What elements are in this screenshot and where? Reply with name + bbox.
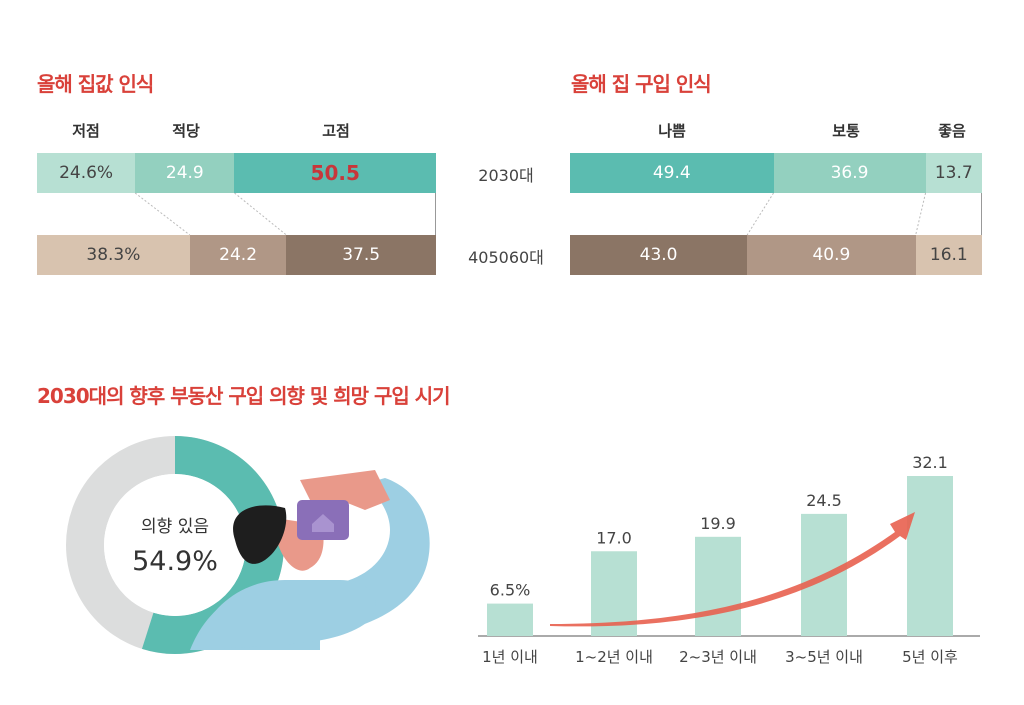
bar-segment-고점: 50.5 <box>234 153 436 193</box>
data-label: 17.0 <box>596 528 632 547</box>
trend-arrow-icon <box>550 512 915 627</box>
house-price-perception-title: 올해 집값 인식 <box>37 72 154 96</box>
tick-label: 3~5년 이내 <box>785 648 863 666</box>
donut-illustration: 의향 있음 54.9% <box>66 436 430 654</box>
person-illustration-icon <box>190 470 430 650</box>
bar-segment-보통: 40.9 <box>747 235 916 275</box>
header-fair: 적당 <box>172 122 200 140</box>
bar-segment-저점: 38.3% <box>37 235 190 275</box>
bar-segment-나쁨: 43.0 <box>570 235 748 275</box>
connector-line <box>915 192 927 236</box>
bar-segment-고점: 37.5 <box>286 235 436 275</box>
bar-segment-보통: 36.9 <box>773 153 926 193</box>
header-bad: 나쁨 <box>658 122 686 140</box>
donut-label: 의향 있음 <box>141 517 209 537</box>
bar <box>487 603 533 636</box>
purchase-intention-title: 2030대의 향후 부동산 구입 의향 및 희망 구입 시기 <box>37 384 451 408</box>
tick-label: 1년 이내 <box>482 648 538 666</box>
bar <box>695 536 741 636</box>
row-label-2030: 2030대 <box>478 166 534 185</box>
stacked-bar-price-2030: 24.6% 24.9 50.5 <box>37 153 436 193</box>
data-label: 32.1 <box>912 453 948 472</box>
bar-segment-좋음: 13.7 <box>925 153 982 193</box>
row-label-405060: 405060대 <box>468 248 544 267</box>
data-label: 24.5 <box>806 491 842 510</box>
bar <box>907 476 953 636</box>
header-normal: 보통 <box>832 122 860 140</box>
bar-segment-나쁨: 49.4 <box>570 153 774 193</box>
donut-center <box>104 474 246 616</box>
connector-lines <box>134 192 982 236</box>
purchase-timing-bar-chart: 6.5% 1년 이내 17.0 1~2년 이내 19.9 2~3년 이내 24.5 3~5년 … <box>478 453 980 666</box>
bar-segment-적당: 24.2 <box>189 235 287 275</box>
tick-label: 2~3년 이내 <box>679 648 757 666</box>
connector-line <box>746 192 774 236</box>
stacked-bar-purchase-405060: 43.0 40.9 16.1 <box>570 235 982 275</box>
house-purchase-perception-title: 올해 집 구입 인식 <box>571 72 712 96</box>
connector-line <box>234 192 287 236</box>
bar-segment-저점: 24.6% <box>37 153 136 193</box>
data-label: 6.5% <box>490 581 531 600</box>
donut-value: 54.9% <box>132 546 218 577</box>
bar-segment-적당: 24.9 <box>135 153 235 193</box>
data-label: 19.9 <box>700 514 736 533</box>
bar-segment-좋음: 16.1 <box>915 235 982 275</box>
connector-line <box>134 192 191 236</box>
tick-label: 1~2년 이내 <box>575 648 653 666</box>
header-low: 저점 <box>72 122 100 140</box>
header-good: 좋음 <box>938 122 966 140</box>
stacked-bar-price-405060: 38.3% 24.2 37.5 <box>37 235 436 275</box>
header-high: 고점 <box>322 122 350 140</box>
tick-label: 5년 이후 <box>902 648 958 666</box>
stacked-bar-purchase-2030: 49.4 36.9 13.7 <box>570 153 982 193</box>
